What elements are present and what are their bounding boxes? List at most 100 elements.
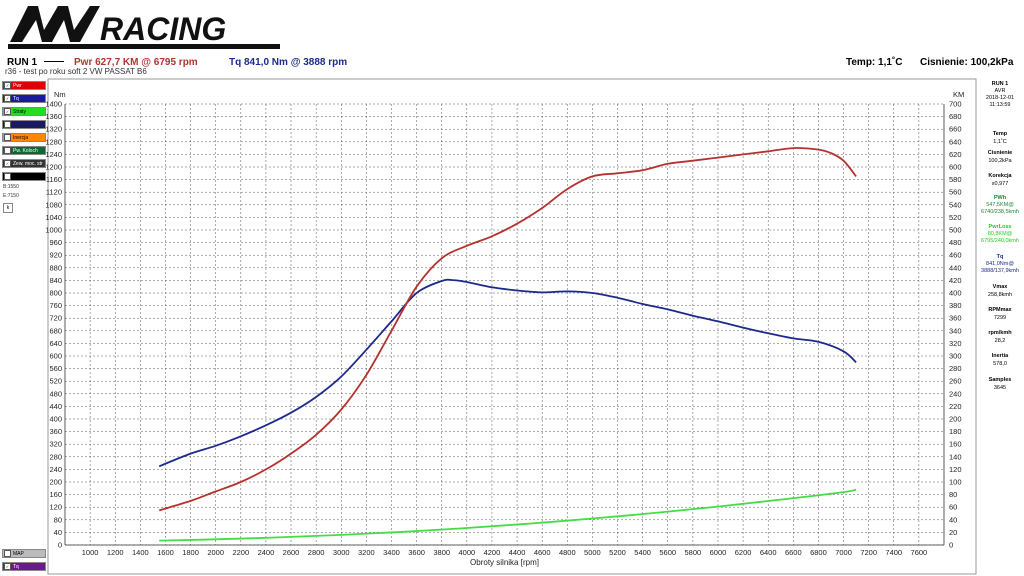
series-toggle-0[interactable]: MAP — [2, 549, 46, 558]
y-right-tick-label: 180 — [949, 427, 962, 436]
y-left-tick-label: 680 — [49, 326, 62, 335]
series-toggle-2[interactable]: ✓ Straty — [2, 107, 46, 116]
awracing-logo: RACING — [8, 6, 280, 49]
x-axis-label: Obroty silnika [rpm] — [470, 558, 539, 567]
x-tick-label: 6600 — [785, 548, 802, 557]
y-right-tick-label: 0 — [949, 541, 953, 550]
checkbox[interactable]: ✓ — [4, 95, 11, 102]
right-panel: RUN 1 AVR 2018-12-01 11:13:59 Temp 1,1˚C… — [976, 79, 1024, 576]
y-left-tick-label: 840 — [49, 276, 62, 285]
checkbox[interactable] — [4, 173, 11, 180]
y-right-tick-label: 640 — [949, 137, 962, 146]
k-button[interactable]: k — [3, 203, 13, 213]
x-tick-label: 7200 — [860, 548, 877, 557]
y-left-tick-label: 440 — [49, 402, 62, 411]
y-left-tick-label: 520 — [49, 377, 62, 386]
x-tick-label: 1000 — [82, 548, 99, 557]
b-value: B:1550 — [3, 184, 19, 190]
checkbox[interactable]: ✓ — [4, 108, 11, 115]
x-tick-label: 4000 — [458, 548, 475, 557]
y-right-tick-label: 660 — [949, 125, 962, 134]
checkbox[interactable]: ✓ — [4, 160, 11, 167]
series-toggle-4[interactable]: Inercja — [2, 133, 46, 142]
y-left-tick-label: 320 — [49, 440, 62, 449]
x-tick-label: 3400 — [383, 548, 400, 557]
rp-samples-label: Samples — [988, 377, 1012, 383]
y-left-tick-label: 480 — [49, 389, 62, 398]
series-toggle-1[interactable]: ✓ Tq — [2, 562, 46, 571]
y-left-tick-label: 360 — [49, 427, 62, 436]
y-left-tick-label: 920 — [49, 251, 62, 260]
rp-run: RUN 1 — [991, 81, 1009, 87]
pressure-summary: Cisnienie: 100,2kPa — [920, 57, 1014, 68]
series-toggle-label: Inercja — [13, 135, 29, 141]
x-tick-label: 7400 — [885, 548, 902, 557]
series-toggle-3[interactable] — [2, 120, 46, 129]
series-toggle-label: MAP — [13, 551, 24, 557]
y-left-tick-label: 880 — [49, 263, 62, 272]
x-tick-label: 3000 — [333, 548, 350, 557]
y-right-tick-label: 420 — [949, 276, 962, 285]
y-right-tick-label: 20 — [949, 528, 957, 537]
x-tick-label: 5600 — [659, 548, 676, 557]
y-right-tick-label: 460 — [949, 251, 962, 260]
x-tick-label: 5800 — [685, 548, 702, 557]
rp-tq-value2: 3888/137,9kmh — [981, 268, 1019, 274]
checkbox[interactable] — [4, 550, 11, 557]
checkbox[interactable]: ✓ — [4, 82, 11, 89]
y-left-tick-label: 160 — [49, 490, 62, 499]
y-left-tick-label: 640 — [49, 339, 62, 348]
rp-pwh-value2: 6740/238,5kmh — [981, 209, 1019, 215]
x-tick-label: 4800 — [559, 548, 576, 557]
chart-series — [158, 147, 857, 542]
rp-samples-value: 3645 — [993, 385, 1007, 391]
series-toggle-1[interactable]: ✓ Tq — [2, 94, 46, 103]
series-toggle-7[interactable] — [2, 172, 46, 181]
y-right-tick-label: 480 — [949, 238, 962, 247]
series-toggle-label: Tq — [13, 564, 19, 570]
left-panel: ✓ Pwr ✓ Tq ✓ Straty Inercja Pw. Koloch ✓ Zew. moc… — [0, 79, 48, 576]
checkbox[interactable]: ✓ — [4, 563, 11, 570]
x-tick-label: 2600 — [283, 548, 300, 557]
run-line-swatch — [44, 61, 64, 62]
series-toggle-label: Pw. Koloch — [13, 148, 38, 154]
series-toggle-label: Pwr — [13, 83, 22, 89]
y-right-tick-label: 200 — [949, 415, 962, 424]
y-right-tick-label: 100 — [949, 478, 962, 487]
series-toggle-5[interactable]: Pw. Koloch — [2, 146, 46, 155]
rp-tq-value1: 841,0Nm@ — [986, 261, 1014, 267]
x-tick-label: 1800 — [182, 548, 199, 557]
rp-time: 11:13:59 — [989, 102, 1011, 108]
checkbox[interactable] — [4, 147, 11, 154]
y-right-tick-label: 320 — [949, 339, 962, 348]
y-left-tick-label: 600 — [49, 352, 62, 361]
x-tick-label: 5000 — [584, 548, 601, 557]
chart-grid — [65, 103, 944, 546]
x-tick-label: 1600 — [157, 548, 174, 557]
y-right-tick-label: 440 — [949, 263, 962, 272]
checkbox[interactable] — [4, 121, 11, 128]
y-right-tick-label: 620 — [949, 150, 962, 159]
x-tick-label: 7000 — [835, 548, 852, 557]
y-right-tick-label: 260 — [949, 377, 962, 386]
checkbox[interactable] — [4, 134, 11, 141]
y-right-tick-label: 380 — [949, 301, 962, 310]
rp-tq-label: Tq — [996, 254, 1004, 260]
y-left-tick-label: 80 — [54, 515, 62, 524]
y-left-tick-label: 40 — [54, 528, 62, 537]
x-tick-label: 6800 — [810, 548, 827, 557]
y-right-tick-label: 680 — [949, 112, 962, 121]
series-toggle-label: Straty — [13, 109, 27, 115]
y-right-tick-label: 80 — [949, 490, 957, 499]
x-tick-label: 2000 — [207, 548, 224, 557]
chart-frame — [47, 78, 977, 575]
rp-rpmkmh-label: rpm/kmh — [988, 330, 1012, 336]
y-right-tick-label: 360 — [949, 314, 962, 323]
x-tick-label: 2800 — [308, 548, 325, 557]
x-tick-label: 3600 — [408, 548, 425, 557]
series-line-straty — [159, 488, 857, 542]
tq-summary: Tq 841,0 Nm @ 3888 rpm — [229, 57, 348, 68]
series-toggle-6[interactable]: ✓ Zew. moc. str — [2, 159, 46, 168]
series-toggle-0[interactable]: ✓ Pwr — [2, 81, 46, 90]
y-right-tick-label: 40 — [949, 515, 957, 524]
